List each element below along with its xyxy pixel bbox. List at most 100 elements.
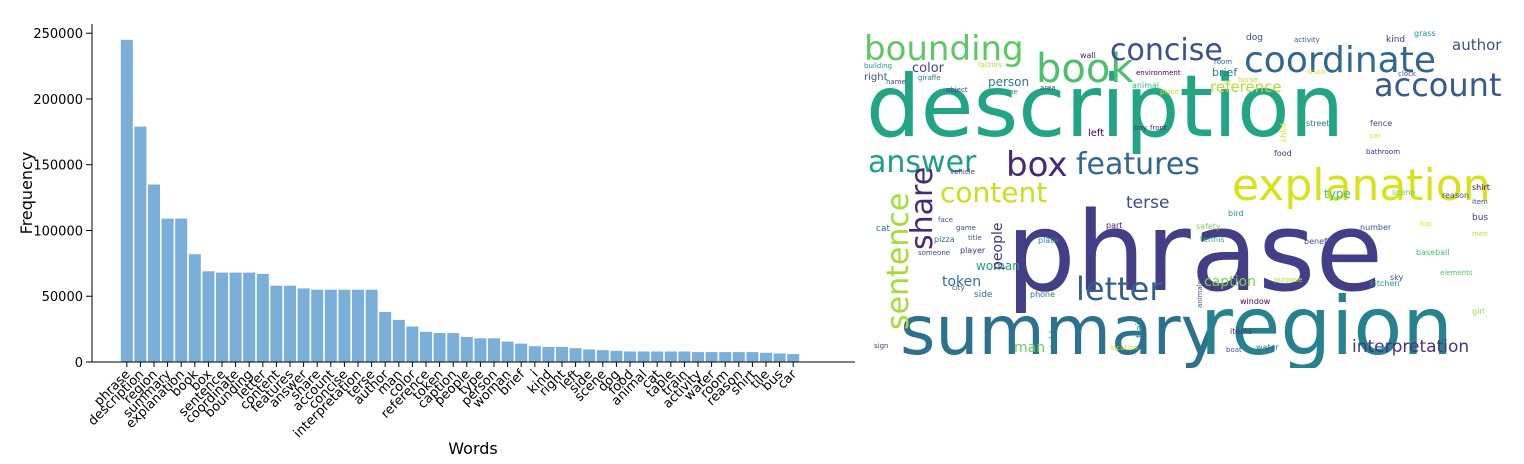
cloud-word-boy: boy [1134, 124, 1147, 132]
bar-room [719, 352, 732, 362]
cloud-word-bathroom: bathroom [1366, 148, 1400, 156]
bar-account [324, 289, 337, 362]
cloud-word-front: front [1150, 124, 1167, 132]
bar-sentence [216, 272, 228, 362]
y-axis-ticks: 0 50000 100000 150000 200000 250000 [33, 27, 92, 371]
cloud-word-window: window [1240, 297, 1271, 306]
bar-activity [692, 352, 704, 362]
cloud-word-animals: animals [1196, 280, 1204, 308]
bar-box [202, 271, 215, 362]
cloud-word-time: time [1002, 88, 1018, 96]
cloud-word-elements: elements [1440, 269, 1473, 277]
bar-book [188, 254, 201, 362]
bar-man [392, 319, 405, 362]
cloud-word-food: food [1274, 149, 1292, 158]
cloud-word-title: title [968, 234, 982, 242]
cloud-word-items: items [1230, 327, 1252, 336]
cloud-word-table: table [1049, 325, 1059, 348]
bar-kind [542, 346, 555, 362]
bar-concise [338, 289, 351, 362]
y-tick-label: 150000 [33, 159, 83, 174]
bar-answer [297, 288, 310, 362]
cloud-word-truck: truck [1308, 68, 1327, 76]
cloud-word-room: room [1214, 58, 1232, 66]
cloud-word-player: player [960, 246, 986, 255]
cloud-word-coordinate: coordinate [1244, 40, 1436, 81]
cloud-word-shirt: shirt [1472, 183, 1490, 192]
cloud-word-kitchen: kitchen [1370, 279, 1399, 288]
bar-i [528, 346, 541, 362]
cloud-word-place: place [1160, 88, 1179, 96]
cloud-word-girl: girl [1472, 307, 1485, 316]
bar-cat [651, 351, 664, 362]
cloud-word-street: street [1306, 119, 1329, 128]
cloud-word-phrase: phrase [1006, 188, 1383, 316]
cloud-word-vehicle: vehicle [950, 168, 975, 176]
cloud-word-purpose: purpose [1274, 276, 1302, 284]
cloud-word-left: left [1088, 128, 1104, 139]
cloud-word-right: right [864, 72, 888, 83]
cloud-word-features: features [1076, 147, 1200, 182]
bar-author [379, 312, 392, 362]
cloud-word-tennis: tennis [1200, 235, 1225, 244]
cloud-word-person: person [988, 75, 1029, 89]
cloud-word-man: man [1014, 340, 1045, 356]
cloud-word-factors: factors [978, 61, 1003, 69]
bar-features [284, 285, 296, 362]
cloud-word-summary: summary [900, 292, 1221, 368]
bar-type [474, 338, 487, 362]
cloud-word-brief: brief [1212, 66, 1238, 79]
bar-car [787, 354, 800, 362]
bar-dog [610, 350, 623, 362]
bar-table [664, 351, 677, 362]
cloud-word-clock: clock [1398, 70, 1417, 78]
cloud-word-reason: reason [1442, 191, 1469, 200]
cloud-word-item: item [1472, 198, 1488, 206]
bar-color [406, 326, 419, 362]
cloud-word-color: color [912, 61, 945, 76]
cloud-word-grass: grass [1414, 29, 1436, 38]
x-axis-ticks: phrasedescriptionregionsummaryexplanatio… [86, 362, 800, 441]
cloud-word-explanation: explanation [1232, 160, 1491, 211]
cloud-word-dog: dog [1246, 33, 1263, 43]
y-tick-label: 0 [75, 356, 83, 371]
bar-brief [515, 343, 528, 362]
cloud-word-name: name [886, 78, 906, 86]
cloud-word-object: object [946, 86, 968, 94]
bar-left [569, 348, 582, 362]
cloud-word-type: type [1324, 187, 1351, 201]
cloud-word-woman: woman [976, 259, 1020, 273]
cloud-word-concise: concise [1110, 33, 1223, 68]
cloud-word-bird: bird [1228, 209, 1244, 218]
bar-summary [161, 218, 174, 362]
cloud-word-bounding: bounding [864, 29, 1024, 69]
bar-tile [760, 352, 772, 362]
cloud-word-share: share [905, 167, 940, 250]
bar-shirt [746, 352, 759, 362]
bar-description [134, 126, 147, 362]
bar-woman [501, 341, 514, 362]
cloud-word-description: description [866, 57, 1344, 157]
bar-explanation [175, 218, 188, 362]
cloud-word-content: content [940, 176, 1047, 209]
cloud-word-sentence: sentence [881, 193, 916, 330]
cloud-word-sign: sign [874, 342, 888, 350]
cloud-word-environment: environment [1136, 69, 1181, 77]
bar-interpretation [352, 289, 364, 362]
cloud-word-giraffe: giraffe [918, 74, 941, 82]
bar-reference [420, 331, 432, 362]
x-axis-title: Words [448, 439, 497, 458]
cloud-word-activity: activity [1294, 36, 1320, 44]
bar-train [678, 351, 691, 362]
y-tick-label: 100000 [33, 224, 83, 239]
cloud-word-book: book [1036, 46, 1134, 92]
y-axis-title: Frequency [17, 152, 36, 235]
cloud-word-benefits: benefits [1304, 237, 1336, 246]
cloud-word-box: box [1006, 145, 1067, 185]
cloud-word-account: account [1374, 66, 1501, 104]
bar-content [270, 285, 283, 362]
cloud-word-bus: bus [1472, 213, 1488, 223]
cloud-word-water: water [1256, 343, 1280, 352]
cloud-word-boat: boat [1226, 346, 1242, 354]
